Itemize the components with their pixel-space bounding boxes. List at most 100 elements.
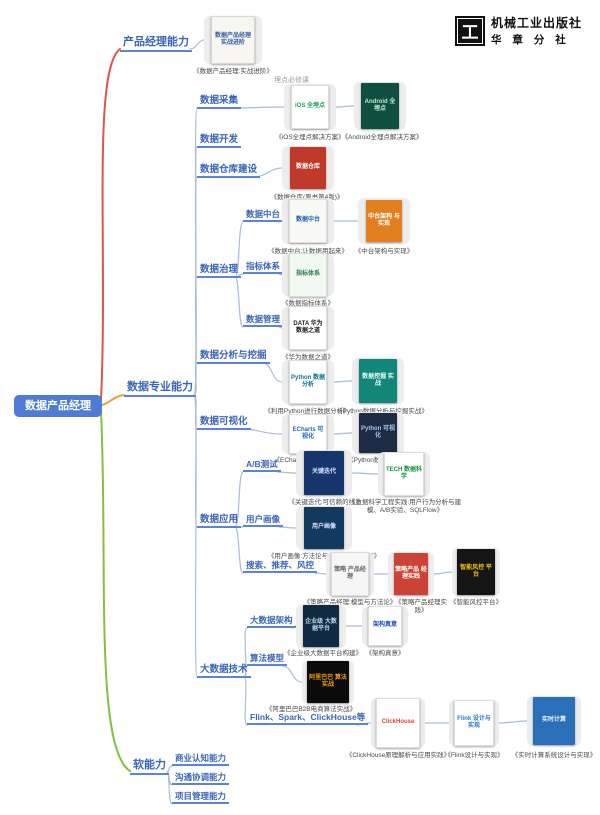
connector [333, 432, 353, 435]
topic-data-collection[interactable]: 数据采集 [197, 95, 242, 110]
connector [193, 276, 198, 396]
book-caption: 《Android全埋点解决方案》 [341, 134, 423, 141]
topic-pm-ability[interactable]: 产品经理能力 [120, 36, 192, 53]
book-tile: iOS 全埋点 [284, 84, 336, 130]
book-cover-data-warehouse: 数据仓库 [290, 147, 326, 189]
book-cover-enterprise-bigdata-platform: 企业级 大数据平台 [303, 605, 339, 647]
book-cover-trustworthy-experiments: 关键迭代 [304, 451, 344, 495]
connector [189, 39, 205, 50]
branch-line-data [101, 394, 125, 406]
book-tile: TECH 数据科学 [378, 452, 430, 496]
book-tile: Python 数据分析 [282, 360, 334, 404]
book-caption: 《Python数据分析与挖掘实战》 [330, 408, 434, 416]
topic-metrics-system[interactable]: 指标体系 [243, 261, 284, 275]
book-tile: 数据中台 [282, 198, 334, 244]
connector [262, 362, 283, 383]
connector [433, 571, 453, 575]
book-cover-python-analysis: Python 数据分析 [289, 360, 327, 404]
book-cover-middle-platform-arch: 中台架构 与实现 [366, 200, 402, 242]
book-caption: 《中台架构与实现》 [354, 248, 414, 255]
topic-algorithm-model[interactable]: 算法模型 [247, 653, 288, 667]
topic-communication-coordination[interactable]: 沟通协调能力 [172, 772, 230, 786]
connector [333, 380, 353, 383]
book-tile: 数据挖掘 实战 [352, 358, 404, 404]
publisher-logo: 工 机械工业出版社 华 章 分 社 [454, 14, 582, 47]
book-cover-strategy-pm-practice: 策略产品 经理实践 [394, 553, 428, 595]
book-cover-echarts: ECharts 可视化 [289, 414, 327, 454]
book-caption: 《架构真意》 [365, 650, 405, 657]
connector [335, 105, 355, 108]
book-caption: 《企业级大数据平台构建》 [284, 650, 362, 657]
book-cover-architecture-truth: 架构真意 [368, 606, 402, 646]
book-tile: 策略 产品经理 [326, 552, 374, 596]
cmp-logo-icon: 工 [454, 15, 485, 46]
book-cover-flink: Flink 设计与实现 [454, 700, 494, 746]
topic-flink-spark-clickhouse[interactable]: Flink、Spark、ClickHouse等 [247, 712, 369, 726]
book-caption: 《利用Python进行数据分析》 [264, 408, 350, 415]
book-caption: 《数据科学工程实践:用户行为分析与建模、A/B实验、SQLFlow》 [348, 499, 462, 515]
topic-soft-skills[interactable]: 软能力 [130, 759, 169, 776]
topic-data-management[interactable]: 数据管理 [243, 314, 284, 328]
topic-user-persona[interactable]: 用户画像 [243, 514, 284, 528]
book-cover-python-mining: 数据挖掘 实战 [359, 359, 397, 403]
connector [234, 221, 244, 278]
book-caption: 《策略产品经理实践》 [395, 599, 447, 615]
book-caption: 《智能风控平台》 [450, 599, 502, 606]
book-cover-risk-control: 智能风控 平台 [457, 549, 495, 595]
topic-search-recommend-risk[interactable]: 搜索、推荐、风控 [243, 560, 318, 574]
book-tile: ECharts 可视化 [282, 414, 334, 454]
book-tile: 用户画像 [296, 506, 352, 550]
book-tile: DATA 华为数据之道 [282, 306, 334, 350]
topic-data-analysis-mining[interactable]: 数据分析与挖掘 [197, 350, 270, 365]
connector [282, 665, 303, 683]
book-tile: 架构真意 [362, 606, 408, 646]
book-caption: 《数据仓库(原书第4版)》 [251, 194, 363, 202]
topic-data-warehouse[interactable]: 数据仓库建设 [197, 164, 261, 179]
book-tile: 指标体系 [282, 253, 334, 297]
publisher-branch: 华 章 分 社 [490, 34, 570, 46]
book-cover-ios-tracking: iOS 全埋点 [291, 85, 329, 129]
book-caption: 《实时计算系统设计与实现》 [511, 752, 597, 759]
connector [351, 472, 379, 475]
topic-data-governance[interactable]: 数据治理 [197, 264, 242, 279]
branch-line-pm [100, 48, 121, 401]
topic-data-application[interactable]: 数据应用 [197, 514, 242, 529]
book-tile: 关键迭代 [296, 450, 352, 496]
connector [234, 526, 244, 574]
topic-business-cognition[interactable]: 商业认知能力 [172, 753, 230, 767]
book-tile: 数据产品经理 实战进阶 [204, 16, 262, 64]
book-cover-data-pm: 数据产品经理 实战进阶 [211, 16, 255, 64]
book-cover-android-tracking: Android 全埋点 [361, 83, 399, 129]
topic-data-professional-ability[interactable]: 数据专业能力 [124, 381, 196, 398]
book-tile: 智能风控 平台 [452, 548, 500, 596]
topic-bigdata-architecture[interactable]: 大数据架构 [247, 615, 296, 629]
book-cover-clickhouse: ClickHouse [376, 698, 420, 748]
book-cover-user-persona: 用户画像 [304, 507, 344, 549]
book-cover-alibaba-algorithm: 阿里巴巴 算法实战 [307, 661, 349, 703]
topic-bigdata-technology[interactable]: 大数据技术 [197, 664, 251, 679]
book-caption: 《ClickHouse原理解析与应用实践》 [345, 752, 451, 759]
book-caption: 《用户画像:方法论与工程化解决方案》 [267, 553, 381, 560]
topic-data-visualization[interactable]: 数据可视化 [197, 416, 251, 431]
book-tile: 实时计算 [527, 696, 581, 746]
book-tile: 数据仓库 [282, 146, 334, 190]
topic-project-management[interactable]: 项目管理能力 [172, 791, 230, 805]
connector [498, 720, 528, 724]
book-cover-huawei-data: DATA 华为数据之道 [289, 306, 327, 350]
book-tile: 企业级 大数据平台 [296, 604, 346, 648]
topic-data-middle-platform[interactable]: 数据中台 [243, 209, 284, 223]
connector [234, 276, 244, 328]
book-tile: ClickHouse [371, 698, 425, 748]
book-caption: 《数据产品经理:实战进阶》 [193, 68, 273, 75]
book-caption: 《华为数据之道》 [282, 354, 334, 361]
connector [234, 106, 285, 109]
topic-ab-testing[interactable]: A/B测试 [243, 459, 281, 473]
connector [193, 362, 198, 396]
book-caption: 《Flink设计与实现》 [444, 752, 504, 759]
connector [243, 627, 248, 678]
topic-data-development[interactable]: 数据开发 [197, 134, 242, 149]
root-topic-data-product-manager[interactable]: 数据产品经理 [14, 395, 102, 417]
connector [166, 771, 173, 805]
